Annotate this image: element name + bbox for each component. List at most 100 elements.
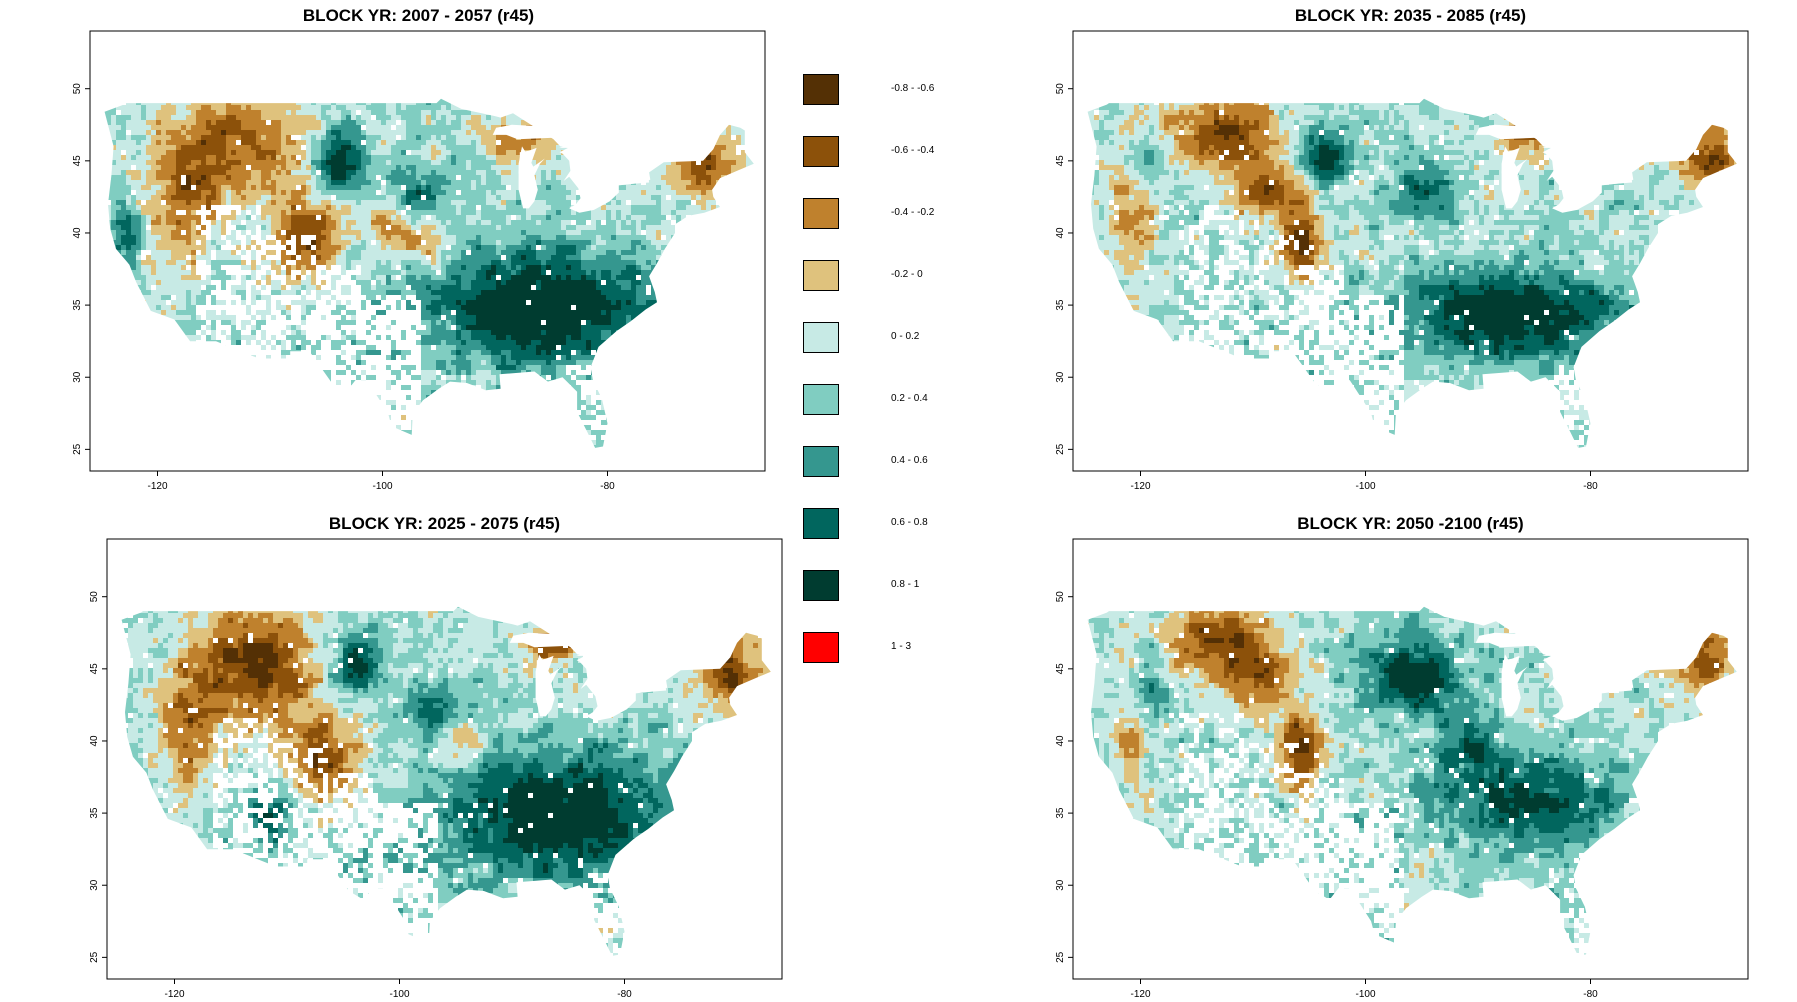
lake <box>609 173 650 186</box>
lake <box>535 655 554 713</box>
legend-swatch <box>803 508 839 539</box>
y-tick-label: 35 <box>89 807 100 819</box>
legend-swatch <box>803 446 839 477</box>
lake <box>586 699 636 718</box>
x-tick-label: -80 <box>1583 989 1598 1000</box>
lake <box>559 145 588 190</box>
legend-label: -0.4 - -0.2 <box>891 207 934 218</box>
x-tick-label: -100 <box>1355 989 1375 1000</box>
legend-label: 0.6 - 0.8 <box>891 517 928 528</box>
legend-item: 0.2 - 0.4 <box>803 384 1003 416</box>
map-panel-3: BLOCK YR: 2025 - 2075 (r45) -120 -100 -80 2… <box>77 514 783 1000</box>
x-tick-label: -80 <box>600 481 615 492</box>
map-panel-2: BLOCK YR: 2035 - 2085 (r45) -120 -100 -80 2… <box>1043 6 1749 492</box>
legend-item: -0.4 - -0.2 <box>803 198 1003 230</box>
legend-label: 0.4 - 0.6 <box>891 455 928 466</box>
y-tick-label: 50 <box>1055 83 1066 95</box>
legend-label: 0.2 - 0.4 <box>891 393 928 404</box>
y-tick-label: 50 <box>89 591 100 603</box>
y-tick-label: 45 <box>72 155 83 167</box>
lake <box>1592 173 1633 186</box>
legend-swatch <box>803 570 839 601</box>
legend-item: 0.8 - 1 <box>803 570 1003 602</box>
x-tick-label: -100 <box>372 481 392 492</box>
legend-swatch <box>803 198 839 229</box>
y-tick-label: 30 <box>1055 371 1066 383</box>
raster-layer <box>1087 606 1737 956</box>
lake <box>1501 655 1520 713</box>
x-tick-label: -100 <box>1355 481 1375 492</box>
y-tick-label: 35 <box>72 299 83 311</box>
y-tick-label: 40 <box>89 735 100 747</box>
y-tick-label: 45 <box>1055 155 1066 167</box>
map-plot: -120 -100 -80 25 30 35 40 45 50 <box>1055 30 1749 492</box>
legend-item: -0.2 - 0 <box>803 260 1003 292</box>
y-tick-label: 40 <box>72 227 83 239</box>
lake <box>1592 681 1633 694</box>
lake <box>1475 124 1539 140</box>
lake <box>576 653 605 698</box>
legend-label: 0 - 0.2 <box>891 331 919 342</box>
lake <box>1475 632 1539 648</box>
y-tick-label: 50 <box>72 83 83 95</box>
legend-swatch <box>803 260 839 291</box>
y-tick-label: 25 <box>89 951 100 963</box>
legend-label: -0.8 - -0.6 <box>891 83 934 94</box>
map-panel-1: BLOCK YR: 2007 - 2057 (r45) -120 -100 -80 2… <box>60 6 766 492</box>
legend-item: -0.6 - -0.4 <box>803 136 1003 168</box>
plot-frame <box>1072 538 1749 980</box>
panel-title: BLOCK YR: 2035 - 2085 (r45) <box>1073 6 1748 26</box>
legend-label: -0.2 - 0 <box>891 269 923 280</box>
legend-label: -0.6 - -0.4 <box>891 145 934 156</box>
legend-swatch <box>803 136 839 167</box>
lake <box>1501 147 1520 205</box>
legend-swatch <box>803 384 839 415</box>
x-tick-label: -120 <box>147 481 167 492</box>
y-tick-label: 30 <box>89 879 100 891</box>
y-tick-label: 50 <box>1055 591 1066 603</box>
plot-frame <box>1072 30 1749 472</box>
x-tick-label: -120 <box>164 989 184 1000</box>
x-tick-label: -120 <box>1130 481 1150 492</box>
x-tick-label: -100 <box>389 989 409 1000</box>
plot-frame <box>89 30 766 472</box>
y-tick-label: 25 <box>1055 951 1066 963</box>
y-tick-label: 40 <box>1055 227 1066 239</box>
lake <box>1552 699 1602 718</box>
map-plot: -120 -100 -80 25 30 35 40 45 50 <box>72 30 766 492</box>
x-tick-label: -120 <box>1130 989 1150 1000</box>
x-tick-label: -80 <box>1583 481 1598 492</box>
lake <box>1552 191 1602 210</box>
panel-title: BLOCK YR: 2050 -2100 (r45) <box>1073 514 1748 534</box>
lake <box>626 681 667 694</box>
lake <box>569 191 619 210</box>
map-panel-4: BLOCK YR: 2050 -2100 (r45) -120 -100 -80 25… <box>1043 514 1749 1000</box>
y-tick-label: 45 <box>89 663 100 675</box>
lake <box>492 124 556 140</box>
y-tick-label: 30 <box>1055 879 1066 891</box>
legend-label: 1 - 3 <box>891 641 911 652</box>
map-plot: -120 -100 -80 25 30 35 40 45 50 <box>89 538 783 1000</box>
y-tick-label: 35 <box>1055 299 1066 311</box>
panel-title: BLOCK YR: 2007 - 2057 (r45) <box>81 6 756 26</box>
legend-item: 0.4 - 0.6 <box>803 446 1003 478</box>
raster-layer <box>104 98 754 448</box>
raster-layer <box>121 606 771 956</box>
legend-swatch <box>803 322 839 353</box>
legend-swatch <box>803 632 839 663</box>
y-tick-label: 35 <box>1055 807 1066 819</box>
lake <box>509 632 573 648</box>
y-tick-label: 45 <box>1055 663 1066 675</box>
legend-item: 1 - 3 <box>803 632 1003 664</box>
legend-item: -0.8 - -0.6 <box>803 74 1003 106</box>
map-plot: -120 -100 -80 25 30 35 40 45 50 <box>1055 538 1749 1000</box>
raster-layer <box>1087 98 1737 448</box>
y-tick-label: 40 <box>1055 735 1066 747</box>
legend-swatch <box>803 74 839 105</box>
legend-item: 0.6 - 0.8 <box>803 508 1003 540</box>
legend-label: 0.8 - 1 <box>891 579 919 590</box>
plot-frame <box>106 538 783 980</box>
y-tick-label: 30 <box>72 371 83 383</box>
y-tick-label: 25 <box>1055 443 1066 455</box>
lake <box>518 147 537 205</box>
